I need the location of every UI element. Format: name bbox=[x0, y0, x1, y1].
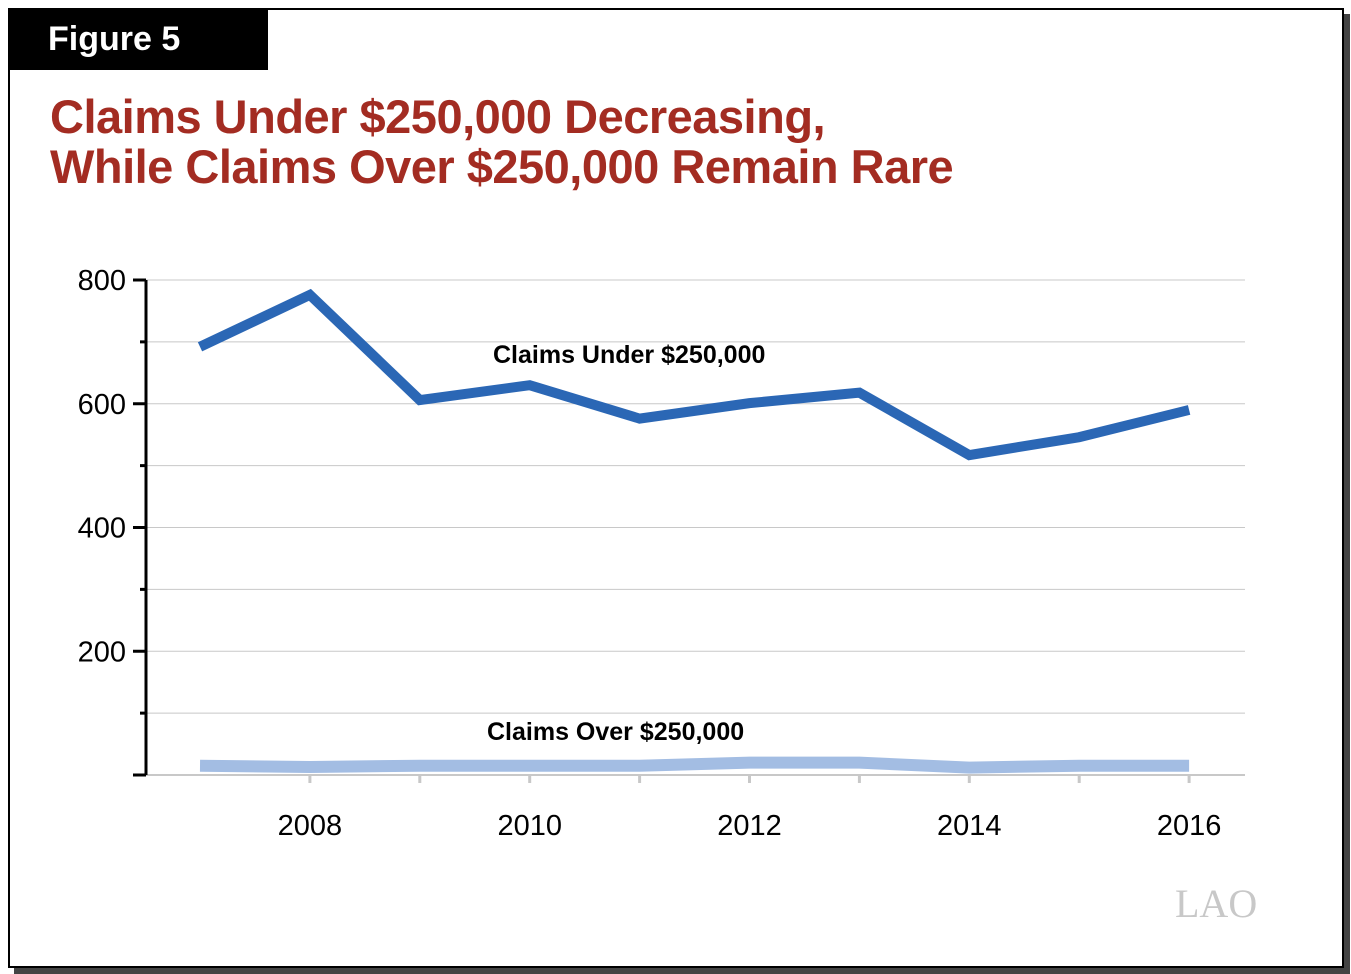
x-tick-label: 2014 bbox=[937, 810, 1002, 842]
lao-logo: LAO bbox=[1175, 881, 1258, 926]
title-line-2: While Claims Over $250,000 Remain Rare bbox=[50, 140, 954, 193]
y-tick-label: 200 bbox=[78, 636, 126, 668]
y-tick-label: 800 bbox=[78, 265, 126, 297]
figure-label: Figure 5 bbox=[8, 8, 268, 70]
x-tick-label: 2012 bbox=[717, 810, 782, 842]
x-tick-label: 2016 bbox=[1157, 810, 1222, 842]
series-label-claims-under: Claims Under $250,000 bbox=[493, 341, 765, 369]
series-line-claims-over bbox=[199, 756, 1190, 774]
figure-frame bbox=[8, 8, 1344, 968]
series-line-claims-under bbox=[197, 288, 1191, 461]
x-tick-label: 2008 bbox=[278, 810, 343, 842]
series-label-claims-over: Claims Over $250,000 bbox=[487, 718, 744, 746]
chart-title: Claims Under $250,000 Decreasing, While … bbox=[50, 90, 954, 193]
y-tick-label: 600 bbox=[78, 389, 126, 421]
y-tick-label: 400 bbox=[78, 513, 126, 545]
title-line-1: Claims Under $250,000 Decreasing, bbox=[50, 90, 826, 143]
x-tick-label: 2010 bbox=[497, 810, 562, 842]
